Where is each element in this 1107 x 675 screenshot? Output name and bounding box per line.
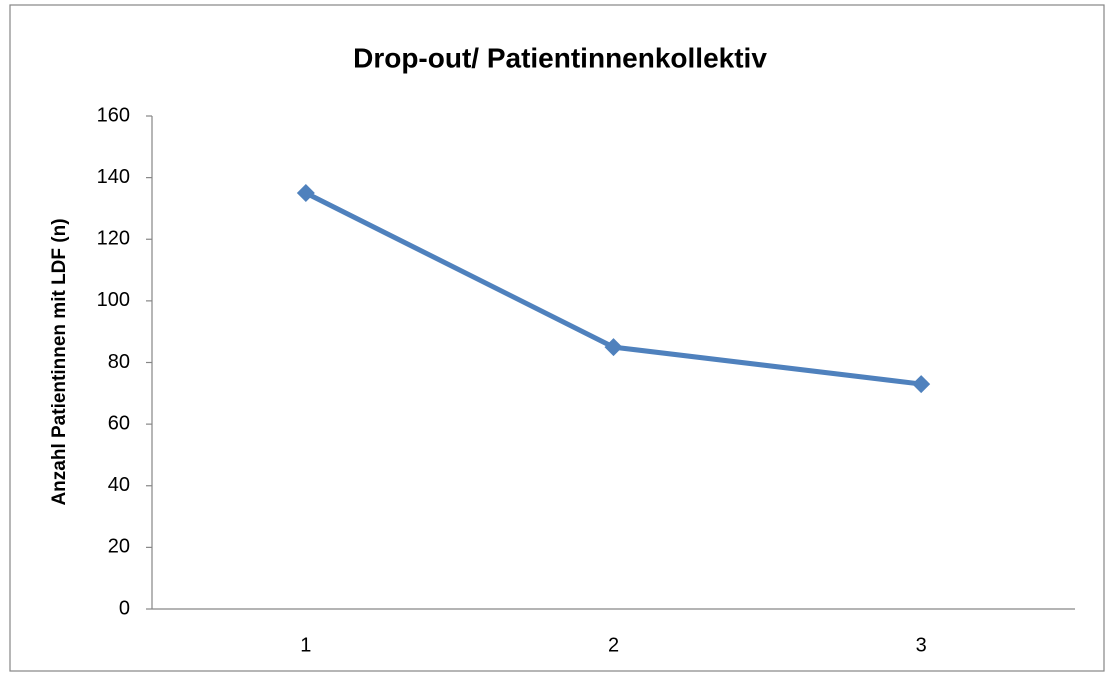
y-tick-label: 0 [119, 597, 130, 619]
chart-border [9, 4, 1105, 672]
y-tick-label: 120 [97, 228, 130, 250]
y-tick-label: 20 [108, 536, 130, 558]
y-tick-label: 100 [97, 289, 130, 311]
y-tick-label: 40 [108, 474, 130, 496]
x-tick-label: 1 [300, 634, 311, 656]
data-marker [296, 184, 315, 203]
y-axis-label: Anzahl Patientinnen mit LDF (n) [49, 218, 70, 505]
y-tick-label: 60 [108, 412, 130, 434]
data-marker [912, 375, 931, 394]
chart-title: Drop-out/ Patientinnenkollektiv [353, 42, 767, 73]
x-tick-label: 2 [608, 634, 619, 656]
y-tick-label: 80 [108, 351, 130, 373]
y-tick-label: 160 [97, 104, 130, 126]
y-tick-label: 140 [97, 166, 130, 188]
x-tick-label: 3 [916, 634, 927, 656]
data-marker [604, 338, 623, 357]
